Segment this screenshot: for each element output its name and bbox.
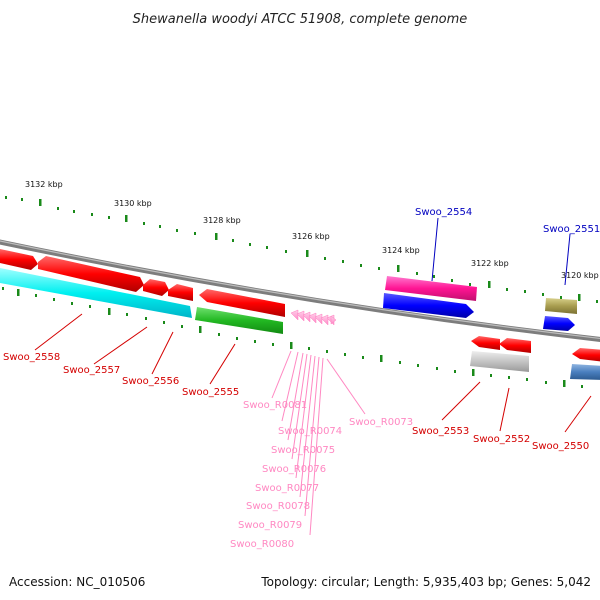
gene-arrow	[499, 338, 531, 353]
gene-label: Swoo_2551	[543, 224, 600, 235]
gene-arrow	[199, 289, 285, 317]
tick-label: 3132 kbp	[25, 180, 63, 189]
gene-arrow	[385, 276, 477, 301]
inner-row-genes	[0, 268, 600, 380]
genome-backbone	[0, 239, 600, 342]
gene-arrow	[38, 256, 144, 292]
gene-arrow	[383, 293, 474, 318]
gene-label: Swoo_2555	[182, 387, 239, 398]
tick-label: 3130 kbp	[114, 199, 152, 208]
gene-arrow	[470, 351, 529, 372]
genome-backbone-highlight	[0, 240, 600, 340]
gene-label: Swoo_2557	[63, 365, 120, 376]
gene-arrow	[543, 316, 575, 331]
gene-arrow	[143, 279, 169, 296]
gene-label: Swoo_2552	[473, 434, 530, 445]
gene-arrow	[570, 364, 600, 380]
rna-label: Swoo_R0073	[349, 417, 413, 428]
rna-label: Swoo_R0081	[243, 400, 307, 411]
rna-labels: Swoo_R0081 Swoo_R0074 Swoo_R0075 Swoo_R0…	[230, 400, 413, 550]
leader-lines-rna	[271, 350, 366, 536]
gene-arrow	[195, 307, 283, 334]
rna-label: Swoo_R0079	[238, 520, 302, 531]
gene-label: Swoo_2554	[415, 207, 472, 218]
trna-cluster	[290, 309, 337, 326]
leader-lines-bottom	[34, 313, 592, 433]
gene-arrow	[0, 268, 192, 318]
accession-text: Accession: NC_010506	[9, 575, 145, 589]
tick-label: 3120 kbp	[561, 271, 599, 280]
tick-label: 3122 kbp	[471, 259, 509, 268]
tick-label: 3128 kbp	[203, 216, 241, 225]
gene-arrow	[471, 336, 500, 350]
rna-label: Swoo_R0078	[246, 501, 310, 512]
leader-lines-top	[431, 217, 571, 286]
gene-labels-top: Swoo_2554 Swoo_2551	[415, 207, 600, 235]
reverse-strand-genes	[0, 249, 600, 362]
gene-arrow	[572, 348, 600, 362]
gene-label: Swoo_2550	[532, 441, 589, 452]
tick-label: 3124 kbp	[382, 246, 420, 255]
tick-labels: 3132 kbp 3130 kbp 3128 kbp 3126 kbp 3124…	[25, 180, 599, 280]
map-title: Shewanella woodyi ATCC 51908, complete g…	[133, 12, 468, 27]
gene-label: Swoo_2556	[122, 376, 179, 387]
gene-label: Swoo_2553	[412, 426, 469, 437]
gene-arrow	[168, 284, 193, 301]
gene-arrow	[0, 249, 38, 270]
rna-label: Swoo_R0080	[230, 539, 294, 550]
gene-labels-bottom: Swoo_2558 Swoo_2557 Swoo_2556 Swoo_2555 …	[3, 352, 589, 452]
inner-tick-ring	[2, 287, 583, 388]
rna-label: Swoo_R0074	[278, 426, 342, 437]
gene-label: Swoo_2558	[3, 352, 60, 363]
tick-label: 3126 kbp	[292, 232, 330, 241]
outer-tick-ring	[5, 196, 598, 303]
genome-summary-text: Topology: circular; Length: 5,935,403 bp…	[260, 575, 591, 589]
forward-strand-genes	[383, 276, 577, 331]
gene-arrow	[545, 298, 577, 314]
rna-label: Swoo_R0075	[271, 445, 335, 456]
rna-label: Swoo_R0077	[255, 483, 319, 494]
rna-label: Swoo_R0076	[262, 464, 326, 475]
